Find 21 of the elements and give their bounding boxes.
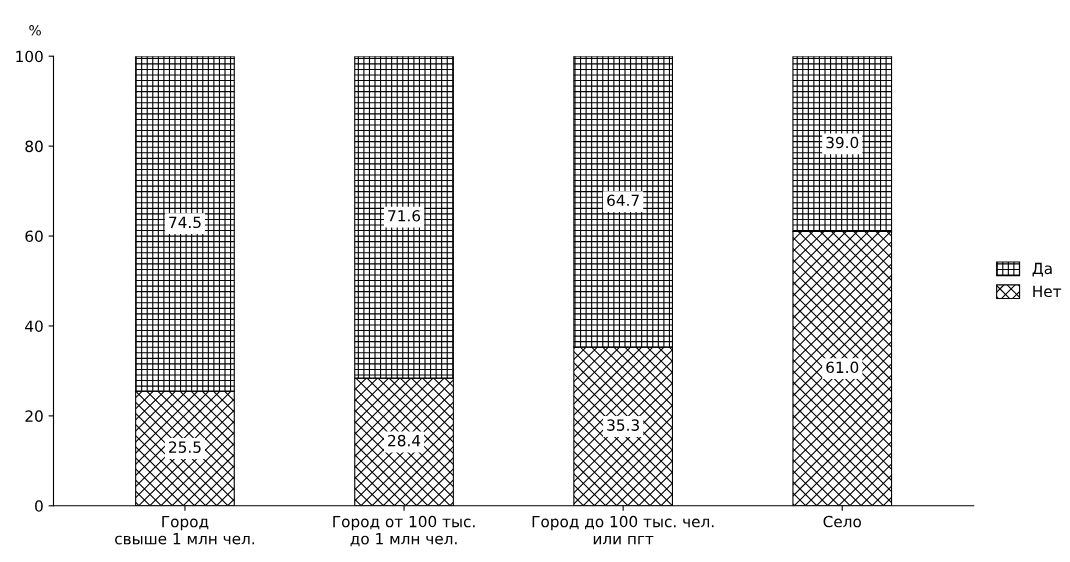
y-tick-label: 0 — [35, 500, 43, 512]
data-label: 25.5 — [169, 441, 201, 453]
x-tick-label: Город до 100 тыс. чел. или пгт — [532, 515, 714, 545]
x-tick-label: Село — [823, 515, 861, 528]
legend-label: Нет — [1033, 285, 1062, 298]
data-label: 35.3 — [607, 419, 639, 431]
y-tick-label: 60 — [25, 230, 43, 243]
legend-label: Да — [1032, 262, 1052, 277]
y-axis-title: % — [29, 25, 41, 36]
data-label: 39.0 — [826, 136, 859, 149]
y-tick-label: 100 — [16, 50, 43, 63]
data-label: 28.4 — [388, 434, 421, 447]
y-tick-label: 20 — [25, 410, 43, 422]
y-tick-label: 80 — [25, 140, 43, 153]
x-tick-label: Город свыше 1 млн чел. — [115, 515, 255, 545]
data-label: 61.0 — [826, 361, 859, 374]
data-label: 64.7 — [607, 194, 639, 207]
y-tick-label: 40 — [25, 320, 43, 332]
data-label: 71.6 — [388, 210, 421, 222]
data-label: 74.5 — [169, 216, 201, 229]
x-tick-label: Город от 100 тыс. до 1 млн чел. — [333, 515, 475, 547]
